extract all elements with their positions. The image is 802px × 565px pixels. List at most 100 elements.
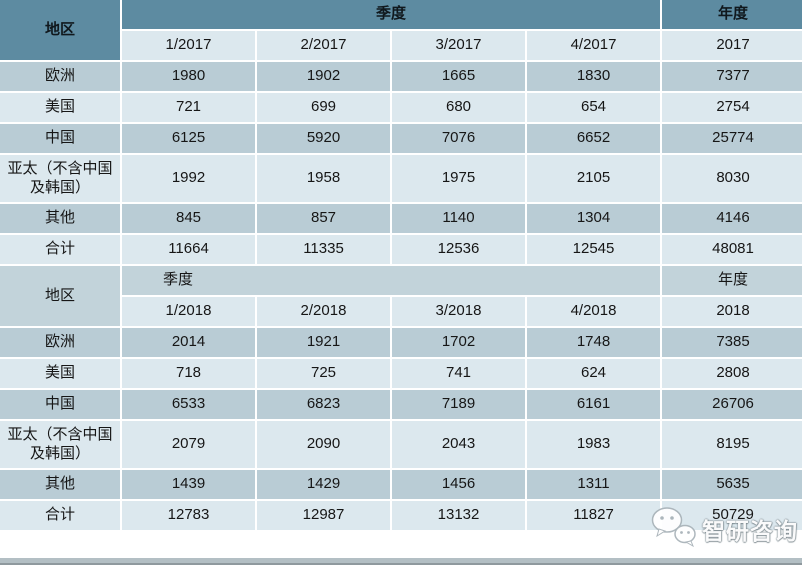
column-header: 2018 xyxy=(660,295,802,328)
value-cell: 725 xyxy=(255,357,392,390)
column-header: 4/2018 xyxy=(524,295,663,328)
value-cell: 4146 xyxy=(660,202,802,235)
section-1-header-row: 地区 季度 年度 xyxy=(0,0,802,62)
value-cell: 699 xyxy=(255,91,392,124)
value-cell: 1830 xyxy=(524,60,663,93)
table-row: 其他 1439 1429 1456 1311 5635 xyxy=(0,468,802,501)
table-row: 中国 6533 6823 7189 6161 26706 xyxy=(0,388,802,421)
table-row: 亚太（不含中国及韩国） 1992 1958 1975 2105 8030 xyxy=(0,153,802,204)
value-cell: 1140 xyxy=(390,202,527,235)
region-cell: 欧洲 xyxy=(0,326,122,359)
table-row: 亚太（不含中国及韩国） 2079 2090 2043 1983 8195 xyxy=(0,419,802,470)
region-header: 地区 xyxy=(0,264,122,328)
quarter-header: 季度 xyxy=(119,264,663,297)
year-header: 年度 xyxy=(660,264,802,297)
value-cell: 2105 xyxy=(524,153,663,204)
value-cell: 12545 xyxy=(524,233,663,266)
value-cell: 6125 xyxy=(120,122,257,155)
table-row: 中国 6125 5920 7076 6652 25774 xyxy=(0,122,802,155)
value-cell: 7377 xyxy=(660,60,802,93)
column-header: 2/2017 xyxy=(255,29,392,62)
region-cell: 中国 xyxy=(0,122,122,155)
region-cell: 美国 xyxy=(0,91,122,124)
table-row: 合计 12783 12987 13132 11827 50729 xyxy=(0,499,802,532)
value-cell: 2079 xyxy=(120,419,257,470)
table-row: 其他 845 857 1140 1304 4146 xyxy=(0,202,802,235)
value-cell: 7076 xyxy=(390,122,527,155)
value-cell: 25774 xyxy=(660,122,802,155)
value-cell: 7385 xyxy=(660,326,802,359)
region-cell: 合计 xyxy=(0,233,122,266)
value-cell: 50729 xyxy=(660,499,802,532)
value-cell: 1992 xyxy=(120,153,257,204)
value-cell: 6161 xyxy=(524,388,663,421)
value-cell: 1958 xyxy=(255,153,392,204)
column-header: 3/2017 xyxy=(390,29,527,62)
value-cell: 2808 xyxy=(660,357,802,390)
region-cell: 中国 xyxy=(0,388,122,421)
table-row: 欧洲 1980 1902 1665 1830 7377 xyxy=(0,60,802,93)
value-cell: 1439 xyxy=(120,468,257,501)
region-cell: 美国 xyxy=(0,357,122,390)
value-cell: 1702 xyxy=(390,326,527,359)
value-cell: 11664 xyxy=(120,233,257,266)
value-cell: 48081 xyxy=(660,233,802,266)
table-row: 合计 11664 11335 12536 12545 48081 xyxy=(0,233,802,266)
value-cell: 1665 xyxy=(390,60,527,93)
value-cell: 8030 xyxy=(660,153,802,204)
value-cell: 1311 xyxy=(524,468,663,501)
value-cell: 1304 xyxy=(524,202,663,235)
column-header: 2/2018 xyxy=(255,295,392,328)
table-row: 美国 718 725 741 624 2808 xyxy=(0,357,802,390)
region-cell: 合计 xyxy=(0,499,122,532)
section-1-subheader-row: 1/2017 2/2017 3/2017 4/2017 2017 xyxy=(0,29,802,62)
region-cell: 其他 xyxy=(0,468,122,501)
value-cell: 6533 xyxy=(120,388,257,421)
value-cell: 680 xyxy=(390,91,527,124)
value-cell: 1980 xyxy=(120,60,257,93)
value-cell: 12987 xyxy=(255,499,392,532)
value-cell: 741 xyxy=(390,357,527,390)
column-header: 1/2018 xyxy=(120,295,257,328)
value-cell: 5635 xyxy=(660,468,802,501)
value-cell: 2014 xyxy=(120,326,257,359)
value-cell: 1429 xyxy=(255,468,392,501)
year-header: 年度 xyxy=(660,0,802,31)
section-2-header-row: 地区 季度 年度 xyxy=(0,264,802,328)
region-cell: 欧洲 xyxy=(0,60,122,93)
value-cell: 13132 xyxy=(390,499,527,532)
value-cell: 1902 xyxy=(255,60,392,93)
value-cell: 2090 xyxy=(255,419,392,470)
column-header: 3/2018 xyxy=(390,295,527,328)
section-2-subheader-row: 1/2018 2/2018 3/2018 4/2018 2018 xyxy=(0,295,802,328)
value-cell: 1983 xyxy=(524,419,663,470)
value-cell: 2043 xyxy=(390,419,527,470)
value-cell: 6823 xyxy=(255,388,392,421)
value-cell: 624 xyxy=(524,357,663,390)
region-cell: 其他 xyxy=(0,202,122,235)
value-cell: 1975 xyxy=(390,153,527,204)
value-cell: 7189 xyxy=(390,388,527,421)
value-cell: 718 xyxy=(120,357,257,390)
table-row: 美国 721 699 680 654 2754 xyxy=(0,91,802,124)
value-cell: 5920 xyxy=(255,122,392,155)
bottom-edge-strip xyxy=(0,558,802,565)
value-cell: 2754 xyxy=(660,91,802,124)
table-row: 欧洲 2014 1921 1702 1748 7385 xyxy=(0,326,802,359)
value-cell: 12783 xyxy=(120,499,257,532)
value-cell: 721 xyxy=(120,91,257,124)
column-header: 2017 xyxy=(660,29,802,62)
value-cell: 11335 xyxy=(255,233,392,266)
value-cell: 654 xyxy=(524,91,663,124)
region-cell: 亚太（不含中国及韩国） xyxy=(0,153,122,204)
column-header: 4/2017 xyxy=(524,29,663,62)
column-header: 1/2017 xyxy=(120,29,257,62)
value-cell: 857 xyxy=(255,202,392,235)
value-cell: 1748 xyxy=(524,326,663,359)
value-cell: 1456 xyxy=(390,468,527,501)
regional-quarterly-table: 地区 季度 年度 1/2017 2/2017 3/2017 4/2017 2017 欧洲 1980… xyxy=(0,0,802,532)
quarter-header: 季度 xyxy=(119,0,663,31)
value-cell: 8195 xyxy=(660,419,802,470)
